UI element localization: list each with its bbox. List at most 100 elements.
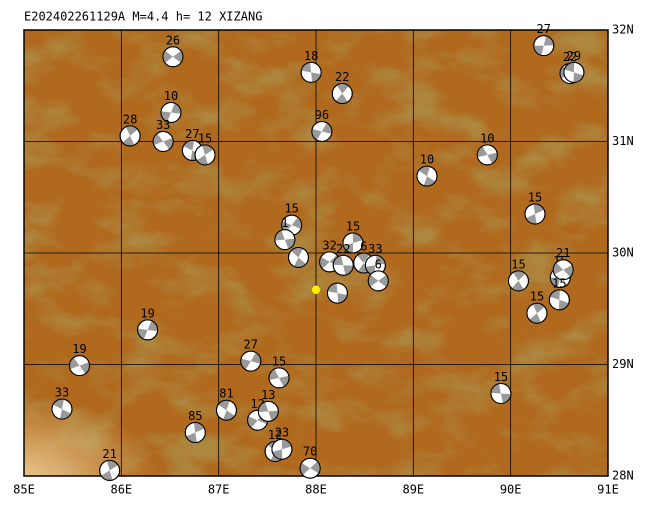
y-tick-label: 29N bbox=[612, 357, 634, 371]
x-tick-label: 88E bbox=[305, 483, 327, 497]
beachball-quadrant bbox=[423, 176, 436, 187]
beachball-quadrant bbox=[529, 313, 542, 324]
beachball-quadrant bbox=[337, 293, 348, 304]
beachball bbox=[194, 144, 216, 166]
map-title: E202402261129A M=4.4 h= 12 XIZANG bbox=[24, 10, 262, 24]
beachball bbox=[490, 382, 512, 404]
depth-label: 70 bbox=[303, 445, 317, 459]
beachball bbox=[162, 46, 184, 68]
beachball-outline bbox=[271, 438, 293, 460]
y-tick-label: 28N bbox=[612, 469, 634, 483]
beachball-quadrant bbox=[368, 274, 379, 287]
beachball-quadrant bbox=[268, 410, 279, 421]
beachball bbox=[533, 35, 555, 57]
beachball bbox=[268, 367, 290, 389]
beachball bbox=[326, 282, 348, 304]
beachball bbox=[299, 457, 321, 479]
beachball-outline bbox=[99, 459, 121, 481]
epicenter bbox=[310, 285, 322, 295]
beachball-outline bbox=[160, 102, 182, 124]
beachball-quadrant bbox=[122, 135, 135, 146]
depth-label: 19 bbox=[72, 342, 86, 356]
y-tick-label: 31N bbox=[612, 134, 634, 148]
beachball-quadrant bbox=[532, 303, 545, 314]
depth-label: 15 bbox=[530, 290, 544, 304]
beachball-quadrant bbox=[281, 439, 292, 450]
beachball-quadrant bbox=[291, 247, 303, 258]
beachball-outline bbox=[526, 302, 548, 324]
depth-label: 12 bbox=[268, 428, 282, 442]
beachball-quadrant bbox=[311, 72, 321, 83]
beachball bbox=[119, 125, 141, 147]
depth-label: 6 bbox=[375, 257, 382, 271]
beachball bbox=[563, 61, 585, 83]
depth-label: 18 bbox=[304, 49, 318, 63]
depth-label: 15 bbox=[494, 370, 508, 384]
beachball bbox=[526, 302, 548, 324]
beachball bbox=[331, 83, 353, 105]
beachball-quadrant bbox=[196, 154, 209, 165]
beachball-quadrant bbox=[333, 255, 344, 266]
beachball-quadrant bbox=[549, 289, 560, 300]
depth-label: 22 bbox=[563, 50, 577, 64]
beachball-quadrant bbox=[553, 262, 564, 275]
beachball-quadrant bbox=[558, 299, 569, 310]
beachball-outline bbox=[68, 355, 90, 377]
depth-label: 28 bbox=[123, 112, 137, 126]
beachball-outline bbox=[331, 83, 353, 105]
beachball bbox=[507, 270, 529, 292]
beachball-quadrant bbox=[343, 242, 354, 253]
beachball-quadrant bbox=[335, 93, 348, 104]
depth-label: 15 bbox=[528, 190, 542, 204]
beachball bbox=[184, 422, 206, 444]
depth-label: 15 bbox=[272, 354, 286, 368]
depth-label: 15 bbox=[511, 257, 525, 271]
beachball-quadrant bbox=[106, 460, 119, 471]
beachball bbox=[99, 459, 121, 481]
beachball-outline bbox=[326, 282, 348, 304]
beachball-quadrant bbox=[327, 283, 338, 294]
beachball-outline bbox=[490, 382, 512, 404]
beachball-quadrant bbox=[218, 400, 230, 411]
beachball bbox=[332, 254, 354, 276]
beachball-quadrant bbox=[258, 401, 269, 413]
depth-label: 10 bbox=[164, 89, 178, 103]
beachball-quadrant bbox=[533, 45, 544, 56]
beachball-quadrant bbox=[172, 50, 183, 63]
beachball-outline bbox=[311, 120, 333, 142]
beachball-quadrant bbox=[375, 255, 386, 266]
depth-label: 10 bbox=[480, 131, 494, 145]
beachball-quadrant bbox=[357, 253, 370, 264]
beachball bbox=[287, 246, 309, 268]
beachball-outline bbox=[152, 131, 174, 152]
beachball bbox=[552, 259, 574, 281]
beachball-quadrant bbox=[69, 357, 80, 370]
beachball bbox=[152, 131, 174, 152]
depth-label: 22 bbox=[336, 242, 350, 256]
beachball bbox=[257, 400, 279, 422]
beachball bbox=[367, 270, 389, 292]
beachball bbox=[215, 399, 237, 421]
depth-label: 33 bbox=[368, 242, 382, 256]
beachball-quadrant bbox=[294, 257, 306, 268]
beachball-outline bbox=[533, 35, 555, 57]
depth-label: 27 bbox=[244, 338, 258, 352]
depth-label: 10 bbox=[420, 153, 434, 167]
beachball-quadrant bbox=[79, 362, 90, 374]
beachball-quadrant bbox=[274, 230, 285, 241]
depth-label: 33 bbox=[156, 118, 170, 132]
beachball-quadrant bbox=[240, 358, 251, 370]
depth-label: 15 bbox=[198, 131, 212, 145]
beachball-outline bbox=[342, 232, 364, 254]
beachball-quadrant bbox=[125, 125, 138, 136]
beachball-quadrant bbox=[310, 461, 321, 474]
beachball-outline bbox=[184, 422, 206, 444]
depth-label: 29 bbox=[567, 49, 581, 63]
beachball-quadrant bbox=[513, 270, 526, 281]
beachball-outline bbox=[257, 400, 279, 422]
beachball-outline bbox=[51, 398, 73, 420]
beachball-quadrant bbox=[250, 352, 261, 364]
beachball-outline bbox=[332, 254, 354, 276]
